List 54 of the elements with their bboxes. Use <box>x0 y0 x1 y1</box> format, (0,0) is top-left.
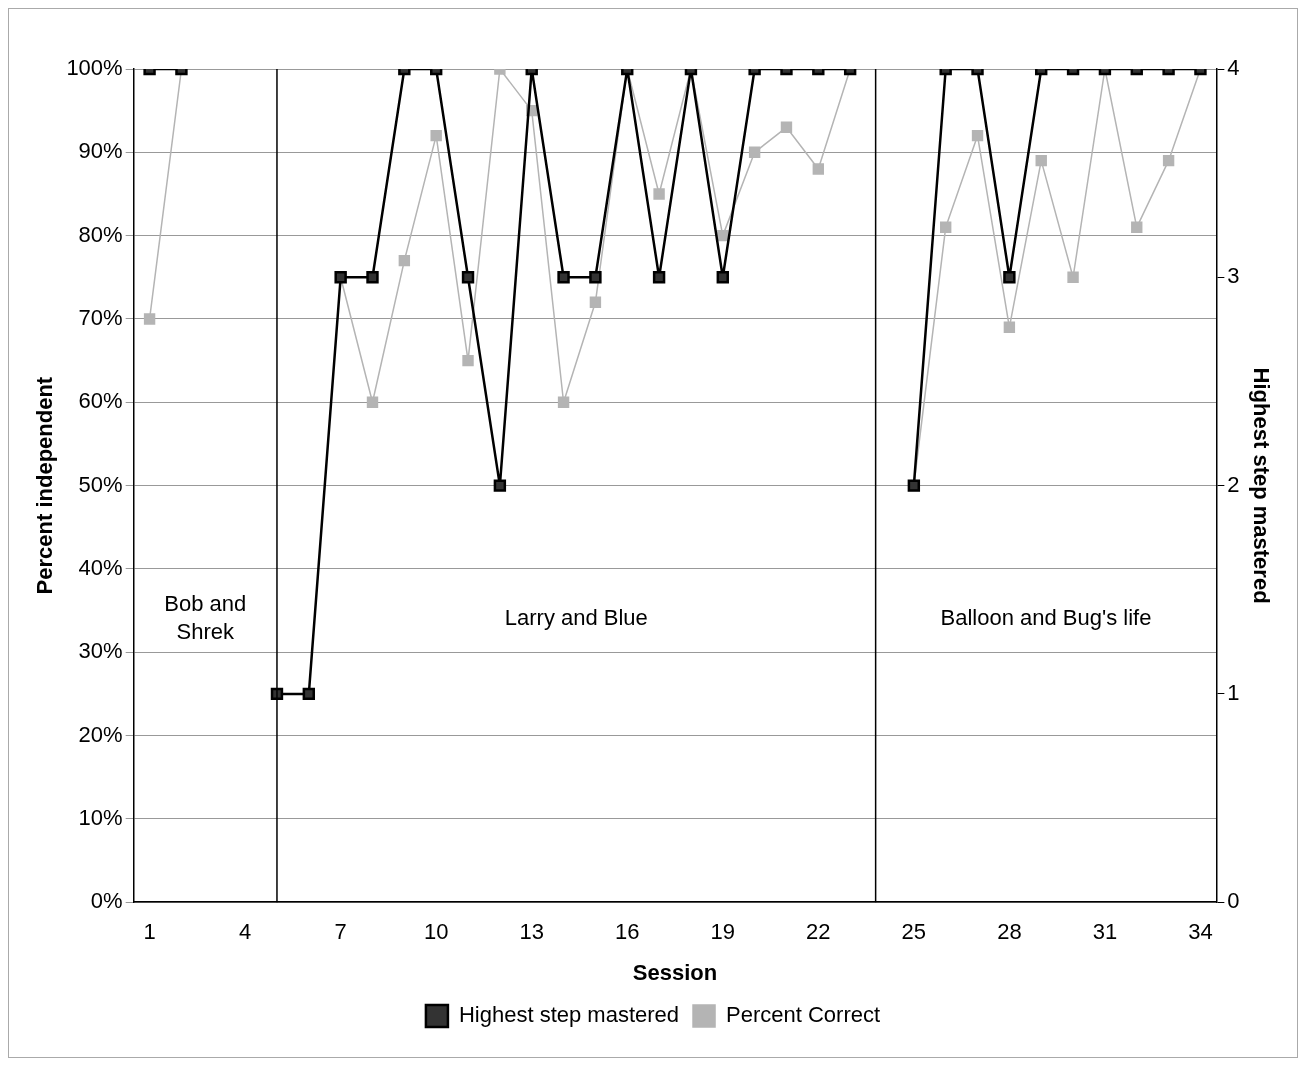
legend-label: Highest step mastered <box>458 1002 680 1028</box>
point <box>1162 154 1175 167</box>
y-tick-label: 90% <box>78 138 123 164</box>
point <box>143 313 156 325</box>
y-tick-label: 80% <box>78 221 123 247</box>
annotation: Balloon and Bug's life <box>940 604 1152 630</box>
y-axis-title: Percent independent <box>32 376 58 595</box>
point <box>1067 271 1079 283</box>
point <box>780 121 793 134</box>
x-tick-label: 31 <box>1092 919 1118 945</box>
point <box>939 221 952 234</box>
point <box>366 396 379 408</box>
y-tick-label: 40% <box>78 554 123 580</box>
x-tick-label: 13 <box>519 919 544 945</box>
legend-label: Percent Correct <box>726 1002 881 1028</box>
point <box>462 354 474 367</box>
x-axis-title: Session <box>632 959 718 985</box>
point <box>653 188 665 200</box>
y2-tick-label: 3 <box>1227 263 1240 289</box>
annotation: Larry and Blue <box>504 604 648 630</box>
point <box>971 129 984 142</box>
y2-tick-label: 2 <box>1227 471 1240 497</box>
y-tick-label: 0% <box>90 888 123 914</box>
x-tick-label: 19 <box>710 919 736 945</box>
x-tick-label: 22 <box>806 919 831 945</box>
point <box>589 296 602 308</box>
y-tick-label: 20% <box>78 721 123 747</box>
x-tick-label: 34 <box>1188 919 1213 945</box>
point <box>1131 221 1143 234</box>
point <box>1003 321 1016 333</box>
point <box>398 254 411 267</box>
point <box>430 129 442 142</box>
x-tick-label: 4 <box>239 919 252 945</box>
x-tick-label: 1 <box>143 919 156 945</box>
y-tick-label: 100% <box>66 55 123 81</box>
y2-tick-label: 0 <box>1227 888 1240 914</box>
x-tick-label: 28 <box>997 919 1022 945</box>
y2-axis-title: Highest step mastered <box>1248 367 1274 604</box>
point <box>748 146 761 159</box>
y-tick-label: 60% <box>78 388 123 414</box>
y-tick-label: 50% <box>78 471 123 497</box>
x-tick-label: 10 <box>423 919 449 945</box>
y-tick-label: 10% <box>78 804 123 830</box>
point <box>812 163 825 175</box>
x-tick-label: 25 <box>901 919 927 945</box>
y2-tick-label: 1 <box>1227 679 1240 705</box>
y-tick-label: 30% <box>78 638 123 664</box>
y2-tick-label: 4 <box>1227 55 1240 81</box>
y-tick-label: 70% <box>78 305 123 331</box>
x-tick-label: 16 <box>615 919 640 945</box>
annotation: Bob and Shrek <box>164 590 247 644</box>
point <box>1035 154 1047 167</box>
x-tick-label: 7 <box>334 919 347 945</box>
point <box>557 396 570 408</box>
